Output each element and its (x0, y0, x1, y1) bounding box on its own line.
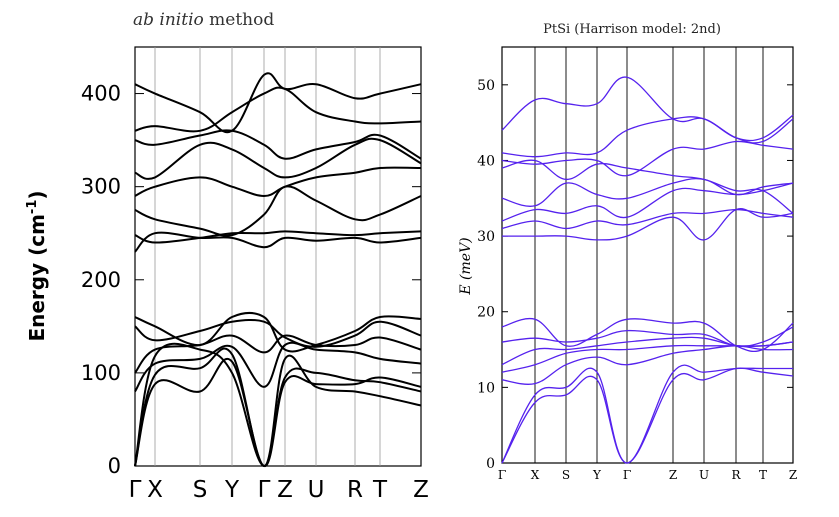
x-tick-label: U (308, 477, 325, 503)
x-tick-label: Y (592, 468, 602, 482)
x-tick-label: Y (224, 477, 240, 503)
x-tick-label: T (759, 468, 767, 482)
band-line-11 (134, 166, 422, 197)
x-tick-label: Γ (498, 468, 506, 482)
y-tick-label: 100 (81, 361, 121, 385)
plot-frame (134, 46, 422, 467)
y-tick-label: 200 (81, 268, 121, 292)
right-y-axis-label: E (meV) (458, 237, 474, 295)
band-line-11 (501, 177, 794, 207)
x-tick-label: R (347, 477, 363, 503)
band-line-7 (134, 311, 422, 353)
x-tick-label: Γ (258, 477, 271, 503)
band-line-12 (134, 137, 422, 180)
x-tick-label: Z (669, 468, 677, 482)
x-tick-label: Z (277, 477, 293, 503)
band-line-5 (134, 334, 422, 374)
x-tick-label: S (193, 477, 208, 503)
band-line-2 (501, 364, 793, 464)
y-tick-label: 20 (477, 305, 495, 321)
band-line-9 (501, 208, 794, 230)
band-line-13 (501, 140, 794, 177)
left-panel-title: ab initio method (133, 10, 274, 30)
band-line-10 (501, 182, 794, 222)
y-tick-label: 300 (81, 175, 121, 199)
x-tick-label: Γ (129, 477, 142, 503)
y-tick-label: 50 (477, 78, 495, 94)
x-tick-label: X (531, 468, 540, 482)
band-line-15 (501, 76, 794, 142)
band-line-6 (501, 326, 794, 347)
y-tick-label: 40 (477, 153, 495, 169)
y-tick-label: 400 (81, 82, 121, 106)
band-line-10 (134, 185, 422, 237)
x-tick-label: T (372, 477, 388, 503)
x-tick-label: Z (789, 468, 797, 482)
x-tick-label: Γ (623, 468, 631, 482)
plot-frame (501, 46, 794, 464)
x-tick-label: S (562, 468, 570, 482)
band-line-8 (502, 208, 794, 241)
right-band-structure-panel: 0 10 20 30 40 50 Γ X S Y Γ Z U R T Z (477, 46, 797, 482)
band-line-7 (501, 317, 794, 353)
band-line-5 (501, 336, 794, 366)
band-line-3 (501, 345, 794, 385)
left-y-axis-label: Energy (cm-1) (25, 190, 49, 341)
band-line-12 (501, 159, 794, 214)
band-line-1 (501, 367, 794, 464)
band-line-14 (501, 116, 794, 158)
band-line-9 (134, 230, 422, 244)
x-tick-label: X (147, 477, 163, 503)
band-line-14 (134, 86, 422, 133)
band-line-1 (134, 358, 422, 468)
x-tick-label: U (699, 468, 709, 482)
x-tick-label: Z (413, 477, 429, 503)
x-tick-label: R (731, 468, 741, 482)
y-tick-label: 0 (108, 454, 121, 478)
y-tick-label: 30 (477, 229, 495, 245)
band-line-13 (134, 129, 422, 160)
band-line-15 (134, 72, 422, 134)
y-tick-label: 0 (486, 456, 495, 472)
band-line-3 (134, 342, 422, 467)
y-tick-label: 10 (477, 380, 495, 396)
band-line-4 (134, 341, 422, 393)
right-panel-title: PtSi (Harrison model: 2nd) (543, 22, 721, 37)
band-line-8 (134, 231, 422, 253)
